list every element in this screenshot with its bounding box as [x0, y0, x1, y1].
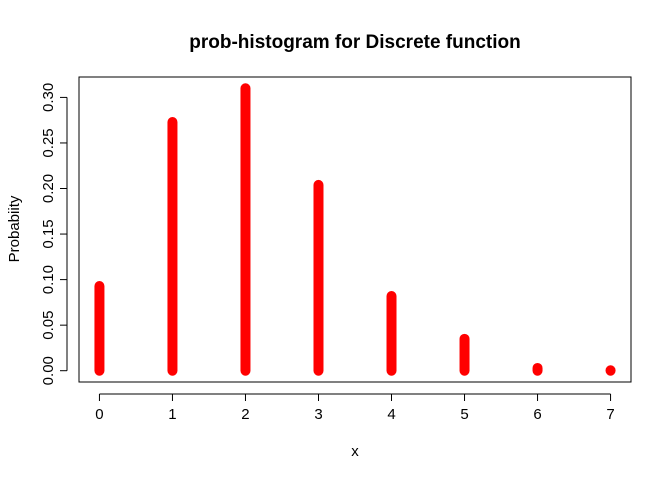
- y-tick-label-0.25: 0.25: [40, 128, 57, 157]
- x-tick-label-0: 0: [95, 406, 103, 423]
- x-tick-label-3: 3: [314, 406, 322, 423]
- y-tick-label-0.10: 0.10: [40, 265, 57, 294]
- y-axis-label: Probabiity: [6, 195, 23, 262]
- chart-title: prob-histogram for Discrete function: [189, 32, 520, 53]
- y-tick-label-0.00: 0.00: [40, 356, 57, 385]
- plot-area-frame: [78, 76, 632, 383]
- y-tick-label-0.30: 0.30: [40, 83, 57, 112]
- x-tick-label-6: 6: [533, 406, 541, 423]
- bars-layer: [94, 83, 616, 376]
- y-tick-label-0.15: 0.15: [40, 219, 57, 248]
- x-tick-label-1: 1: [168, 406, 176, 423]
- x-tick-label-4: 4: [387, 406, 395, 423]
- y-axis: 0.00 0.05 0.10 0.15 0.20 0.25 0.30: [40, 83, 68, 385]
- x-tick-label-2: 2: [241, 406, 249, 423]
- y-tick-label-0.20: 0.20: [40, 174, 57, 203]
- x-tick-label-7: 7: [606, 406, 614, 423]
- x-axis: 0 1 2 3 4 5 6 7: [95, 393, 615, 423]
- x-tick-label-5: 5: [460, 406, 468, 423]
- x-axis-label: x: [351, 443, 359, 460]
- y-tick-label-0.05: 0.05: [40, 311, 57, 340]
